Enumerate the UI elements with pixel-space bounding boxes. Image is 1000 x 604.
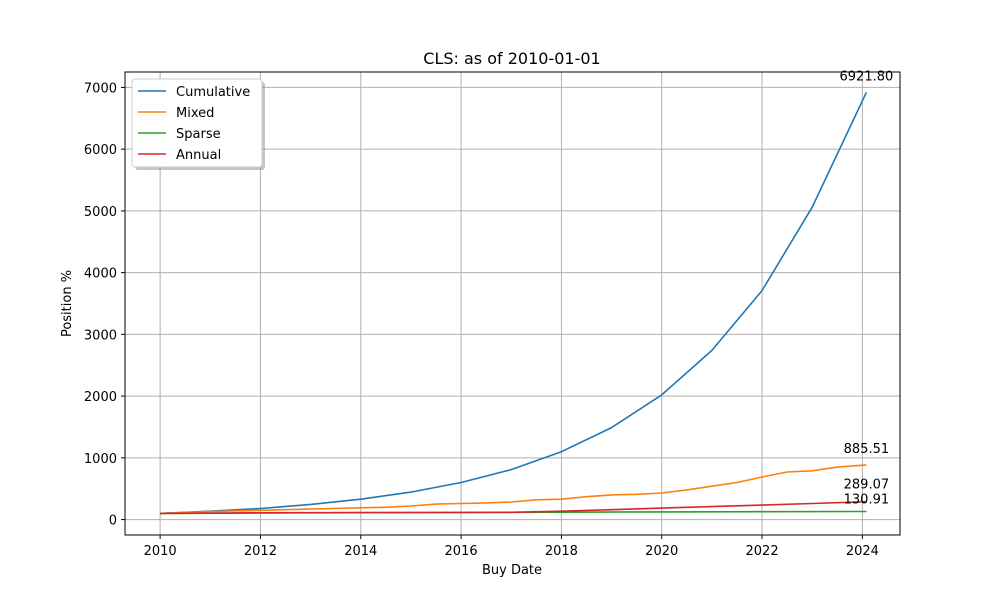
- y-tick-label: 4000: [84, 267, 117, 282]
- end-label-sparse: 130.91: [844, 493, 890, 508]
- chart-title: CLS: as of 2010-01-01: [423, 49, 600, 68]
- x-tick-label: 2010: [144, 544, 177, 559]
- x-tick-label: 2018: [545, 544, 578, 559]
- y-tick-label: 5000: [84, 205, 117, 220]
- x-tick-label: 2014: [344, 544, 377, 559]
- legend-box: [131, 78, 263, 168]
- legend-label-cumulative: Cumulative: [176, 85, 250, 100]
- x-tick-label: 2016: [445, 544, 478, 559]
- y-tick-label: 1000: [84, 452, 117, 467]
- x-axis-label: Buy Date: [482, 563, 542, 578]
- plot-frame: [124, 71, 901, 536]
- x-axis: 2010 2012 2014 2016 2018 2020 2022 2024: [144, 535, 879, 559]
- y-axis: 0 1000 2000 3000 4000 5000 6000 7000: [84, 81, 125, 529]
- x-tick-label: 2020: [645, 544, 678, 559]
- series-line-mixed: [160, 464, 867, 515]
- legend: Cumulative Mixed Sparse Annual: [131, 78, 265, 170]
- y-tick-label: 6000: [84, 143, 117, 158]
- x-tick-label: 2024: [846, 544, 879, 559]
- x-tick-label: 2022: [746, 544, 779, 559]
- y-tick-label: 7000: [84, 81, 117, 96]
- y-tick-label: 3000: [84, 328, 117, 343]
- legend-label-annual: Annual: [176, 148, 221, 163]
- y-tick-label: 0: [109, 514, 117, 529]
- grid: [125, 72, 900, 535]
- end-label-cumulative: 6921.80: [840, 69, 894, 84]
- x-tick-label: 2012: [244, 544, 277, 559]
- end-label-annual: 289.07: [844, 478, 890, 493]
- y-tick-label: 2000: [84, 390, 117, 405]
- legend-label-sparse: Sparse: [176, 127, 221, 142]
- series-line-cumulative: [160, 91, 868, 515]
- series-line-annual: [160, 500, 867, 515]
- series-layer: [160, 91, 868, 515]
- y-axis-label: Position %: [60, 270, 75, 337]
- legend-label-mixed: Mixed: [176, 106, 214, 121]
- end-label-mixed: 885.51: [844, 442, 890, 457]
